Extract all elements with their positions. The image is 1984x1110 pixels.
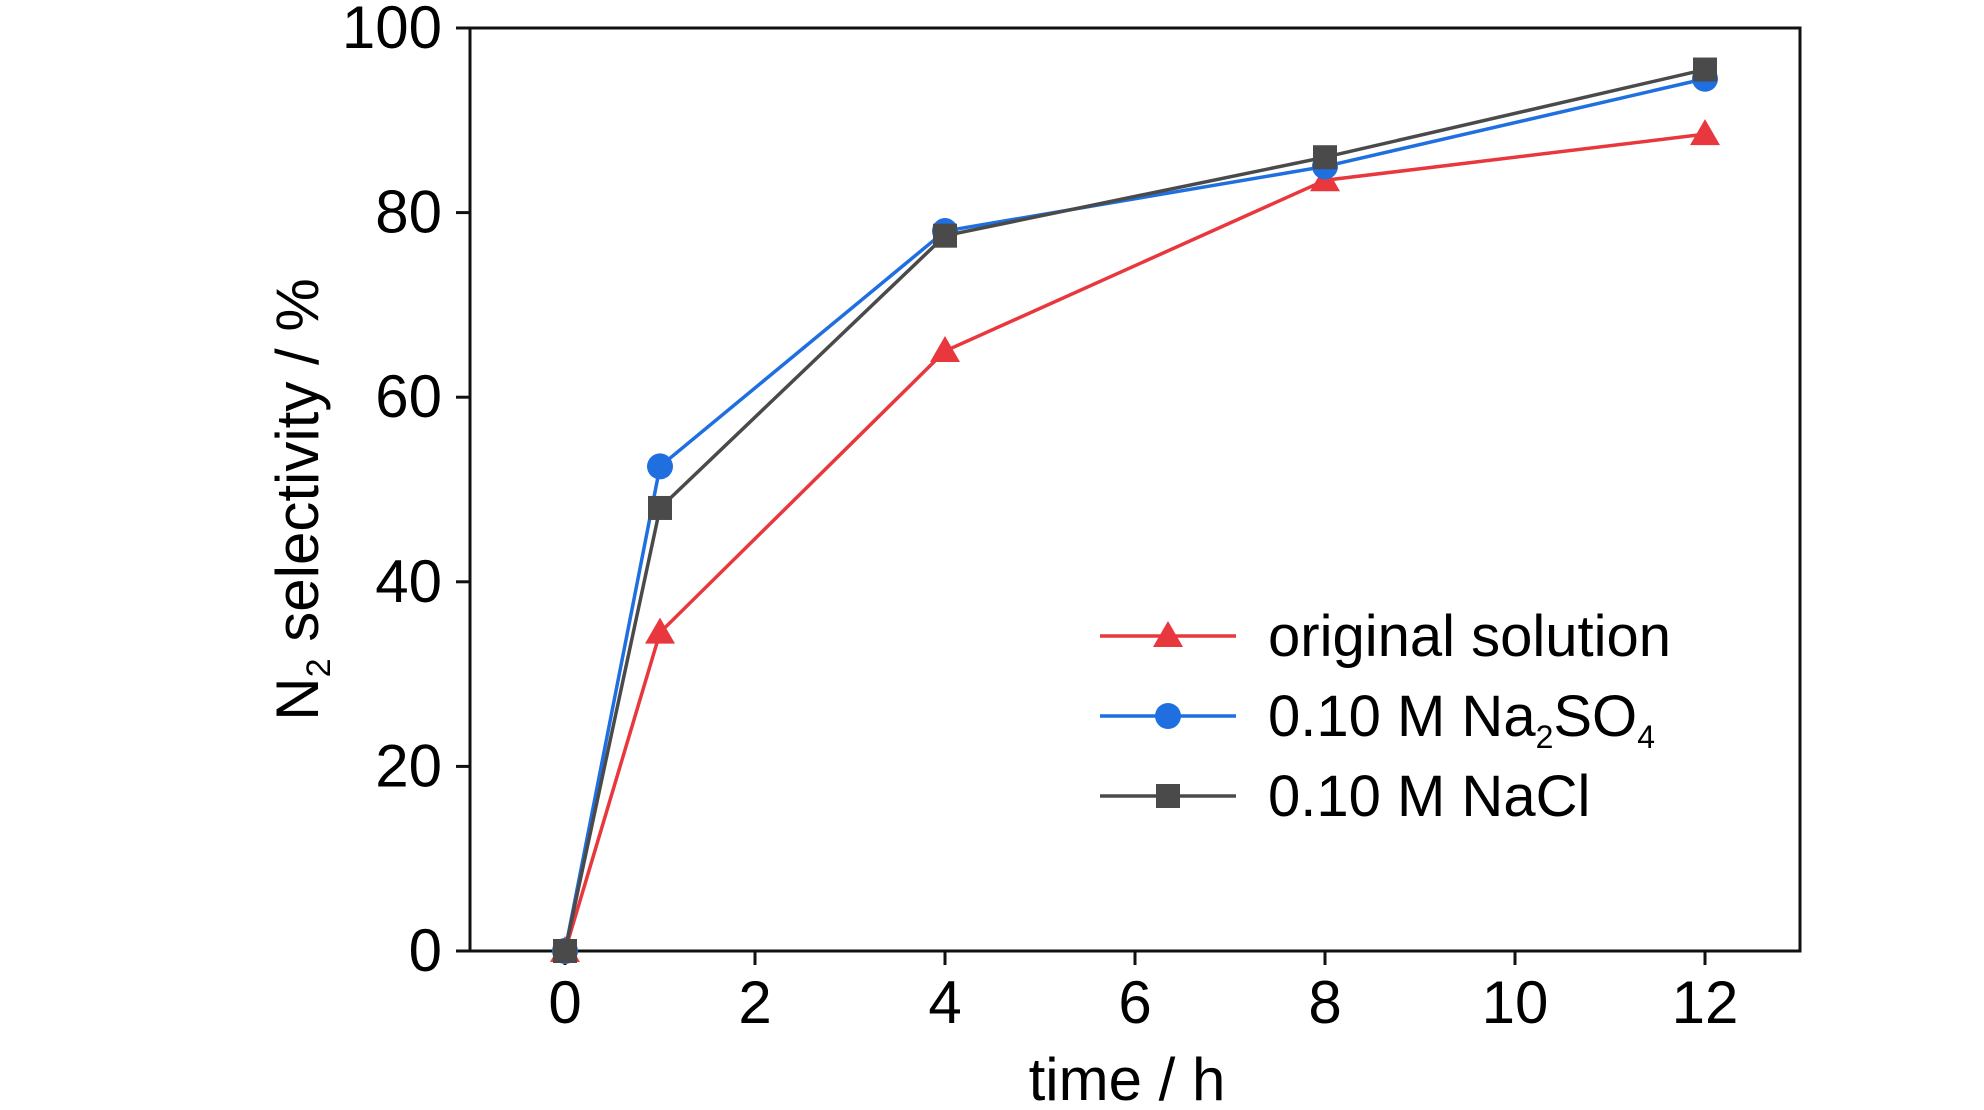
series-square <box>553 57 1717 963</box>
x-tick-label: 0 <box>548 969 581 1036</box>
data-point <box>553 939 577 963</box>
data-point <box>1693 57 1717 82</box>
legend: original solution 0.10 M Na2SO4 0.10 M NaC… <box>1100 604 1671 829</box>
legend-label: 0.10 M NaCl <box>1268 764 1590 829</box>
x-tick-label: 4 <box>928 969 961 1036</box>
y-tick-label: 40 <box>375 548 442 615</box>
data-point <box>933 223 957 248</box>
legend-label: 0.10 M Na2SO4 <box>1268 684 1655 755</box>
y-tick-label: 100 <box>342 0 442 61</box>
legend-entry: original solution <box>1100 604 1671 669</box>
x-tick-label: 10 <box>1482 969 1549 1036</box>
x-tick-label: 8 <box>1308 969 1341 1036</box>
data-point <box>647 453 673 480</box>
y-tick-label: 60 <box>375 363 442 430</box>
x-tick-label: 6 <box>1118 969 1151 1036</box>
data-point <box>930 336 960 363</box>
x-axis-label: time / h <box>1029 1046 1226 1110</box>
y-tick-label: 0 <box>409 917 442 984</box>
legend-marker <box>1156 784 1180 808</box>
legend-marker <box>1155 703 1181 729</box>
y-axis-label: N2 selectivity / % <box>264 278 338 720</box>
data-point <box>1690 119 1720 146</box>
legend-marker <box>1153 621 1183 647</box>
x-tick-label: 2 <box>738 969 771 1036</box>
y-tick-label: 20 <box>375 732 442 799</box>
x-tick-label: 12 <box>1672 969 1739 1036</box>
data-point <box>648 495 672 520</box>
data-point <box>1313 145 1337 170</box>
legend-entry: 0.10 M NaCl <box>1100 764 1590 829</box>
legend-label: original solution <box>1268 604 1671 669</box>
data-point <box>645 617 675 644</box>
legend-entry: 0.10 M Na2SO4 <box>1100 684 1655 755</box>
y-tick-label: 80 <box>375 179 442 246</box>
